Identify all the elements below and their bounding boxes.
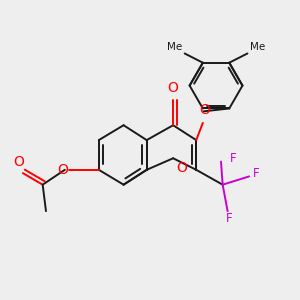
Text: Me: Me [250,42,265,52]
Text: Me: Me [167,42,182,52]
Text: O: O [176,160,187,175]
Text: O: O [168,80,178,94]
Text: O: O [14,155,24,169]
Text: F: F [226,212,232,225]
Text: F: F [253,167,260,180]
Text: O: O [200,103,210,117]
Text: F: F [230,152,236,165]
Text: O: O [57,163,68,177]
